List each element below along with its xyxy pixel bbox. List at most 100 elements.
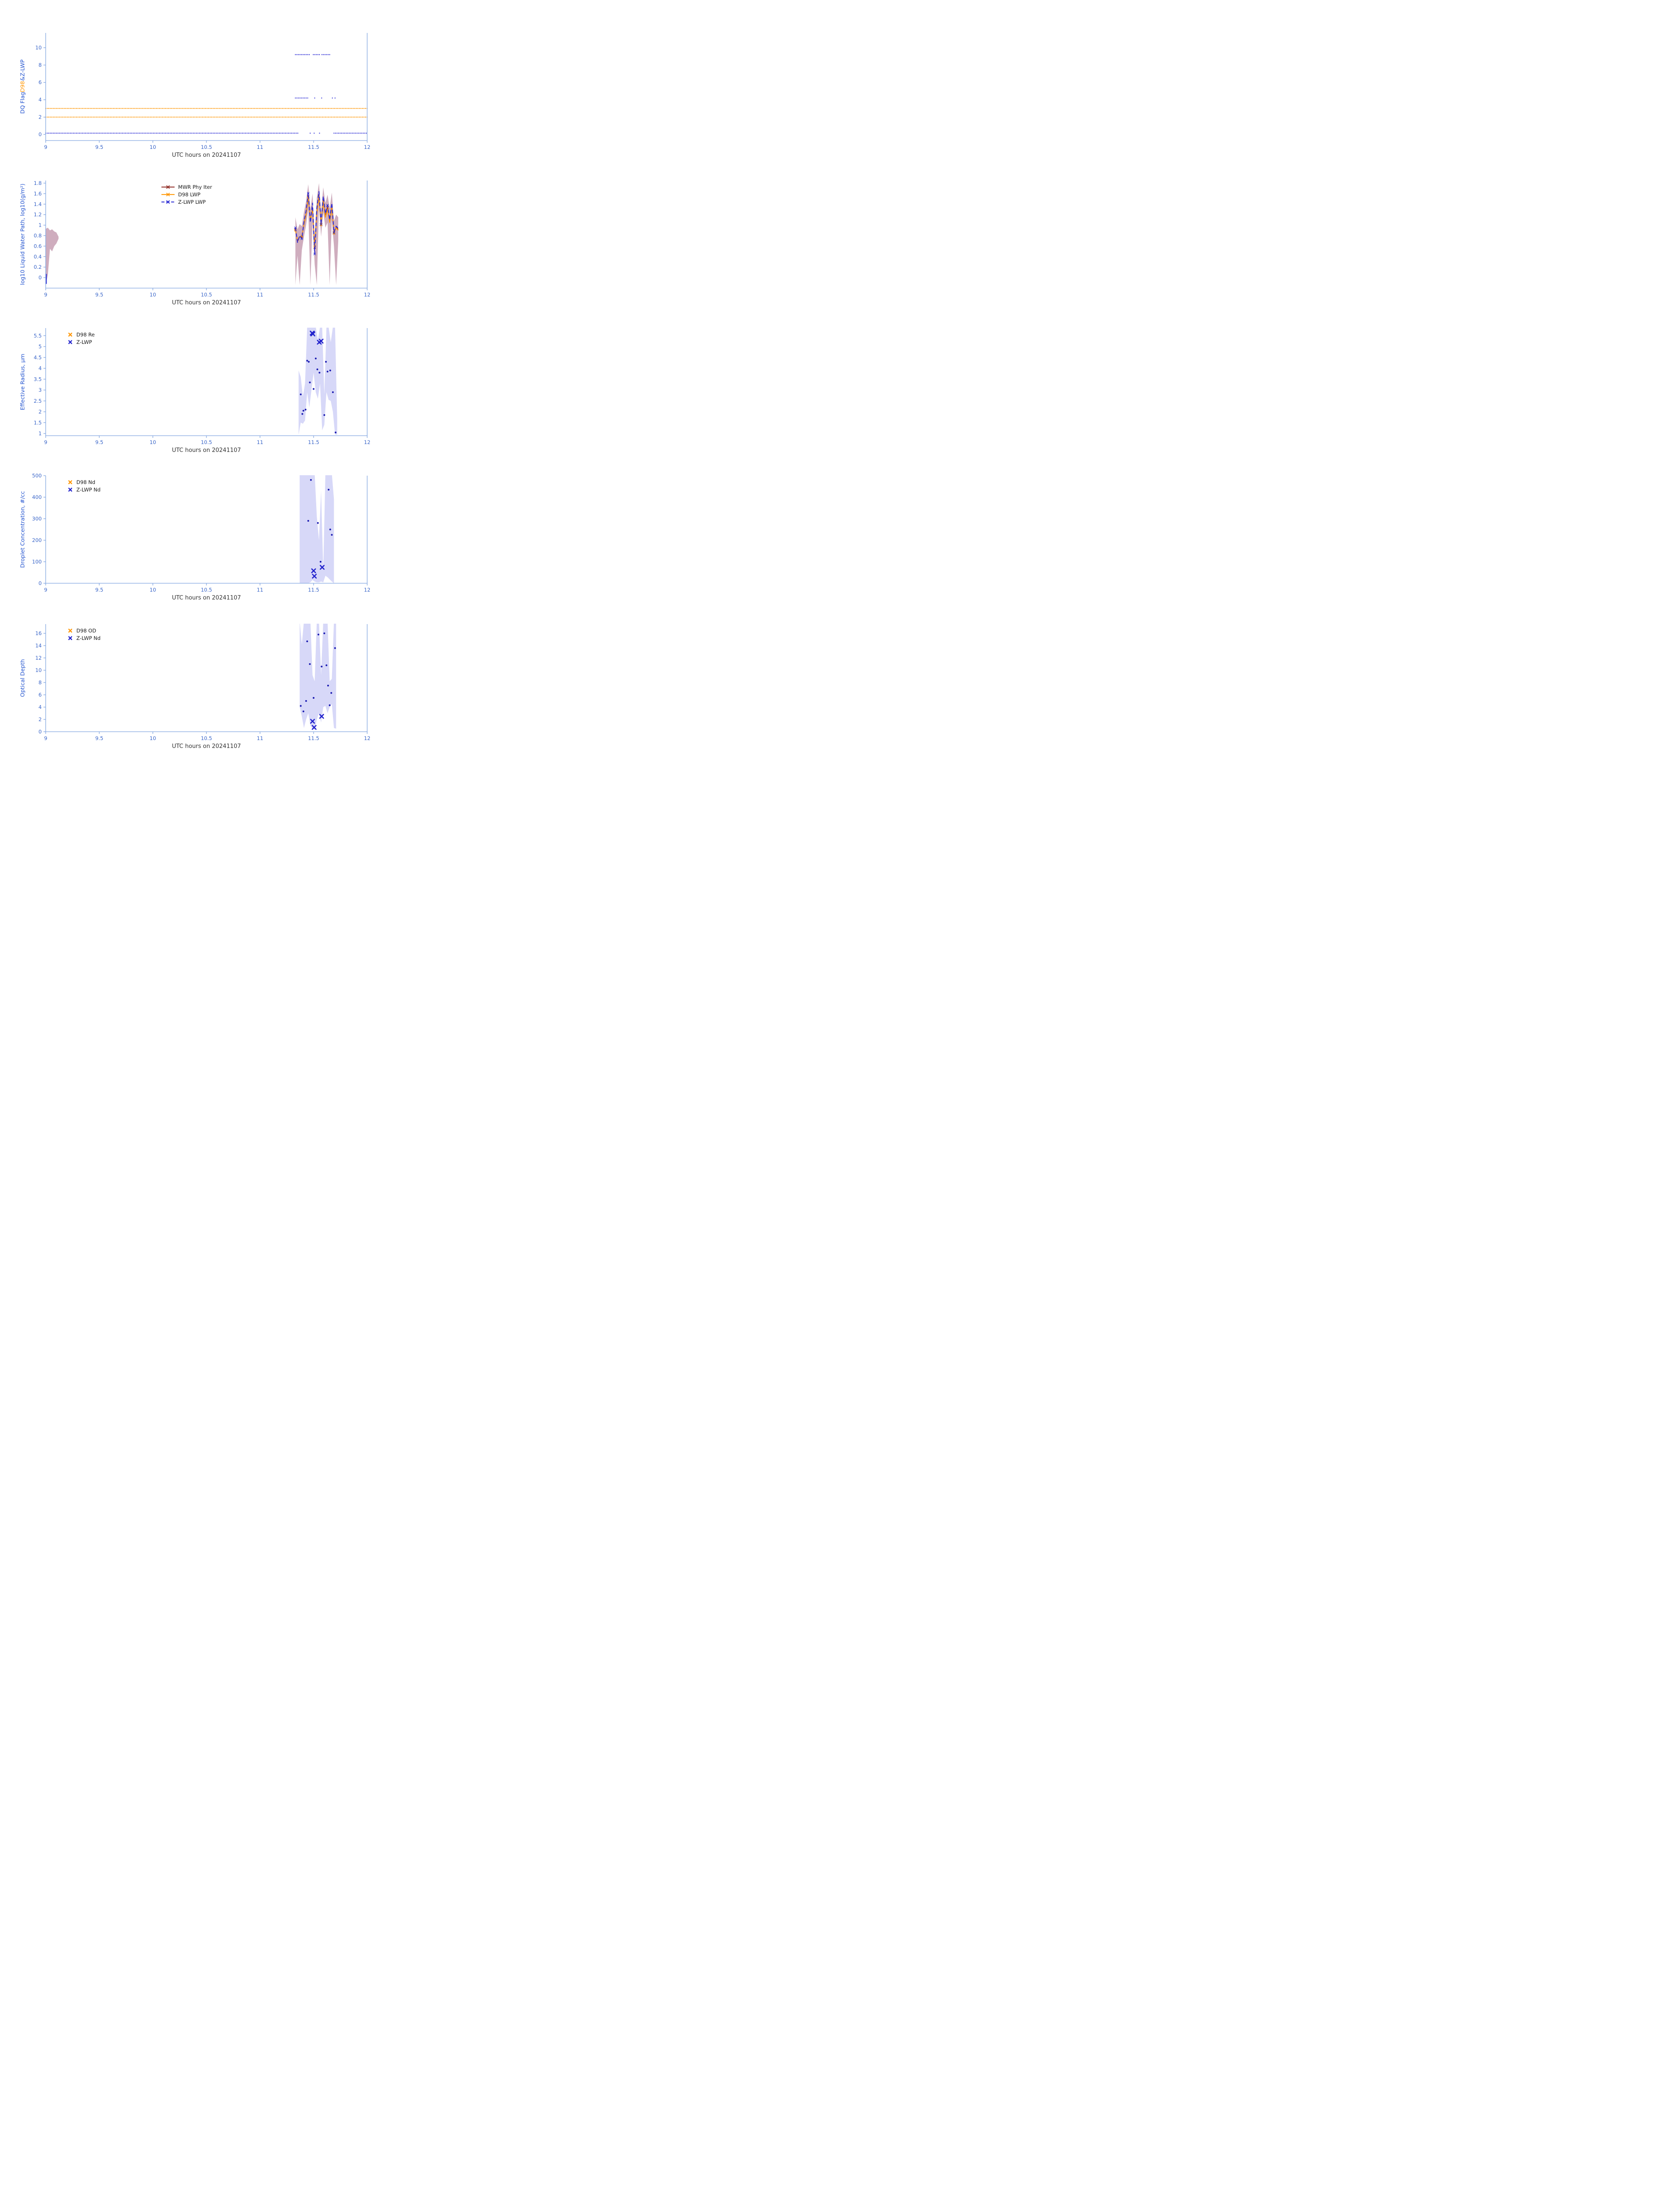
chart-text: 0 — [39, 131, 42, 137]
panel-optical-depth-data — [300, 624, 336, 730]
series-z-lwp-nd-x — [311, 565, 325, 579]
chart-text: 0 — [39, 729, 42, 735]
chart-text: 11 — [257, 735, 264, 741]
chart-text: 2 — [39, 409, 42, 415]
chart-text: 0 — [39, 274, 42, 281]
chart-text: 1.2 — [34, 212, 42, 218]
chart-text: 9.5 — [95, 292, 103, 298]
chart-text: 10.5 — [201, 587, 212, 593]
panel-dq-flag: 0 2 4 6 8 10 9 9.5 10 10.5 11 11.5 12 — [35, 33, 370, 150]
chart-text: 10.5 — [201, 292, 212, 298]
chart-text: D98 OD — [76, 628, 96, 634]
panel-effective-radius: 11.522.533.544.555.59 9.5 10 10.5 11 11.5 12D9… — [34, 328, 371, 445]
envelope — [298, 328, 337, 435]
chart-text: 4 — [39, 365, 42, 372]
chart-text: 9 — [44, 587, 47, 593]
chart-text: 10.5 — [201, 439, 212, 445]
chart-text: 10 — [150, 292, 156, 298]
chart-text: 11 — [257, 292, 264, 298]
panel-droplet-concentration-axes: 0 100 200 300 400 500 9 9.5 10 10.5 11 11.5 12 — [32, 473, 370, 593]
panel-dq-flag-data — [45, 54, 368, 134]
chart-text: 500 — [32, 473, 42, 479]
chart-text: 8 — [39, 679, 42, 686]
chart-text: 1 — [39, 222, 42, 228]
chart-text: Z-LWP Nd — [76, 487, 101, 493]
panel-lwp: 0 0.2 0.4 0.6 0.8 1 1.2 1.4 1.6 1.8 9 9.5 10 10.5 11 11… — [34, 180, 371, 298]
chart-text: 11.5 — [308, 439, 319, 445]
ylabel-segment: & — [19, 76, 26, 81]
chart-text: 1.8 — [34, 180, 42, 186]
ylabel-segment: D98 — [19, 81, 26, 92]
figure: 0 2 4 6 8 10 9 9.5 10 10.5 11 11.5 12 0 0.2 0.4 0.6 0.8 1 1… — [0, 0, 560, 878]
chart-text: 9.5 — [95, 735, 103, 741]
chart-text: 14 — [35, 643, 42, 649]
chart-text: 100 — [32, 559, 42, 565]
chart-text: 0.4 — [34, 253, 42, 260]
chart-text: 12 — [364, 144, 371, 150]
chart-text: 3.5 — [34, 376, 42, 382]
chart-text: 0 — [39, 580, 42, 586]
panel-effective-radius-legend: D98 ReZ-LWP — [68, 332, 95, 345]
panel-optical-depth: 0 2 4 6 8 10 12 14 16 9 9.5 10 10.5 11 11.5 12 D98 ODZ-L… — [35, 624, 370, 741]
chart-text: 0.6 — [34, 243, 42, 249]
envelope — [300, 624, 336, 730]
series-z-lwp-od-dots — [300, 632, 336, 712]
chart-text: MWR Phy Iter — [178, 184, 213, 190]
xlabel-panel-2: UTC hours on 20241107 — [172, 300, 241, 306]
chart-text: 10.5 — [201, 144, 212, 150]
chart-text: 12 — [364, 735, 371, 741]
chart-text: 400 — [32, 494, 42, 500]
xlabel-panel-5: UTC hours on 20241107 — [172, 743, 241, 750]
xlabel-panel-4: UTC hours on 20241107 — [172, 595, 241, 601]
chart-text: 10.5 — [201, 735, 212, 741]
chart-text: 11.5 — [308, 735, 319, 741]
chart-text: 9 — [44, 292, 47, 298]
chart-text: 9 — [44, 439, 47, 445]
chart-text: 4.5 — [34, 354, 42, 361]
chart-text: D98 Re — [76, 332, 95, 338]
chart-text: 9.5 — [95, 587, 103, 593]
chart-text: 4 — [39, 704, 42, 710]
panel-effective-radius-data — [298, 328, 337, 435]
series-z-lwp-lwp — [294, 191, 339, 256]
chart-text: 2.5 — [34, 398, 42, 404]
panel-droplet-concentration-data — [300, 475, 334, 583]
chart-text: 2 — [39, 114, 42, 120]
chart-text: 1 — [39, 430, 42, 437]
chart-text: 11 — [257, 439, 264, 445]
panel-lwp-axes: 0 0.2 0.4 0.6 0.8 1 1.2 1.4 1.6 1.8 9 9.5 10 10.5 11 11… — [34, 180, 371, 298]
panel-droplet-concentration-legend: D98 Nd Z-LWP Nd — [68, 479, 101, 493]
xlabel-panel-3: UTC hours on 20241107 — [172, 447, 241, 454]
chart-text: Z-LWP LWP — [178, 199, 206, 205]
ylabel-droplet-concentration: Droplet Concentration, #/cc — [19, 491, 26, 568]
chart-text: 10 — [35, 45, 42, 51]
envelope — [300, 475, 334, 583]
chart-text: 12 — [364, 439, 371, 445]
chart-text: 10 — [150, 144, 156, 150]
chart-text: 11.5 — [308, 144, 319, 150]
chart-text: 1.6 — [34, 191, 42, 197]
chart-text: 4 — [39, 97, 42, 103]
series-z-lwp-re-x — [310, 330, 324, 345]
chart-text: 5.5 — [34, 332, 42, 339]
chart-text: 10 — [35, 667, 42, 673]
chart-text: 10 — [150, 439, 156, 445]
envelope — [295, 183, 339, 285]
chart-text: 6 — [39, 692, 42, 698]
panel-effective-radius-axes: 11.522.533.544.555.59 9.5 10 10.5 11 11.5 12 — [34, 328, 371, 445]
chart-text: 0.8 — [34, 232, 42, 238]
ylabel-segment: Z-LWP — [19, 59, 26, 77]
chart-text: 10 — [150, 587, 156, 593]
ylabel-segment: DQ Flag — [19, 92, 26, 114]
chart-text: 3 — [39, 387, 42, 393]
panel-optical-depth-axes: 0 2 4 6 8 10 12 14 16 9 9.5 10 10.5 11 11.5 12 — [35, 624, 370, 741]
series-z-lwp-od-x — [310, 714, 324, 730]
ylabel-dq-flag: DQ Flag D98 & Z-LWP — [15, 33, 30, 141]
chart-text: 12 — [364, 292, 371, 298]
series-z-lwp-nd-dots — [307, 479, 333, 563]
chart-text: 200 — [32, 537, 42, 543]
chart-text: D98 LWP — [178, 191, 201, 198]
chart-text: 16 — [35, 630, 42, 636]
